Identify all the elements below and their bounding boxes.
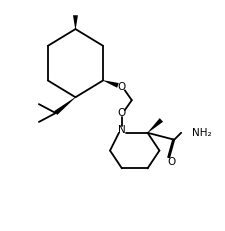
Text: NH₂: NH₂ <box>191 128 211 138</box>
Polygon shape <box>103 80 118 88</box>
Polygon shape <box>73 15 78 29</box>
Polygon shape <box>147 118 162 133</box>
Text: O: O <box>117 108 126 118</box>
Text: O: O <box>166 157 175 167</box>
Text: N: N <box>117 125 125 135</box>
Text: O: O <box>117 82 126 92</box>
Polygon shape <box>54 97 75 115</box>
